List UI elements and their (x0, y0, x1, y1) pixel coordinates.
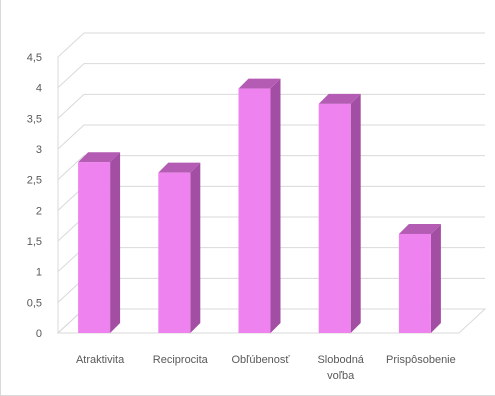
y-tick-label: 3,5 (27, 113, 42, 125)
gridline (57, 63, 485, 89)
x-tick-label: voľba (327, 370, 355, 382)
bar-top (158, 162, 201, 173)
bar-top (398, 223, 441, 234)
gridline (57, 32, 485, 58)
bar-top (318, 93, 361, 104)
x-tick-label: Atraktivita (76, 354, 125, 366)
bar (158, 172, 191, 333)
bar-side (430, 223, 441, 333)
bar-side (110, 152, 121, 333)
x-tick-label: Reciprocita (153, 354, 209, 366)
y-tick-label: 0,5 (27, 297, 42, 309)
y-tick-label: 3 (36, 144, 42, 156)
y-tick-label: 0 (36, 328, 42, 340)
bar-top (78, 152, 121, 163)
bar (238, 88, 271, 333)
bar (318, 103, 351, 333)
y-tick-label: 2,5 (27, 175, 42, 187)
y-tick-label: 1 (36, 267, 42, 279)
bar-top (238, 78, 281, 89)
y-tick-label: 4,5 (27, 52, 42, 64)
bar-side (270, 78, 281, 333)
y-tick-label: 1,5 (27, 236, 42, 248)
y-tick-label: 4 (36, 83, 42, 95)
bar (78, 162, 111, 333)
x-tick-label: Prispôsobenie (386, 354, 456, 366)
bar (398, 233, 431, 333)
bar-side (190, 162, 201, 333)
y-tick-label: 2 (36, 205, 42, 217)
x-tick-label: Obľúbenosť (231, 354, 290, 366)
bar-side (350, 93, 361, 333)
x-tick-label: Slobodná (317, 354, 364, 366)
